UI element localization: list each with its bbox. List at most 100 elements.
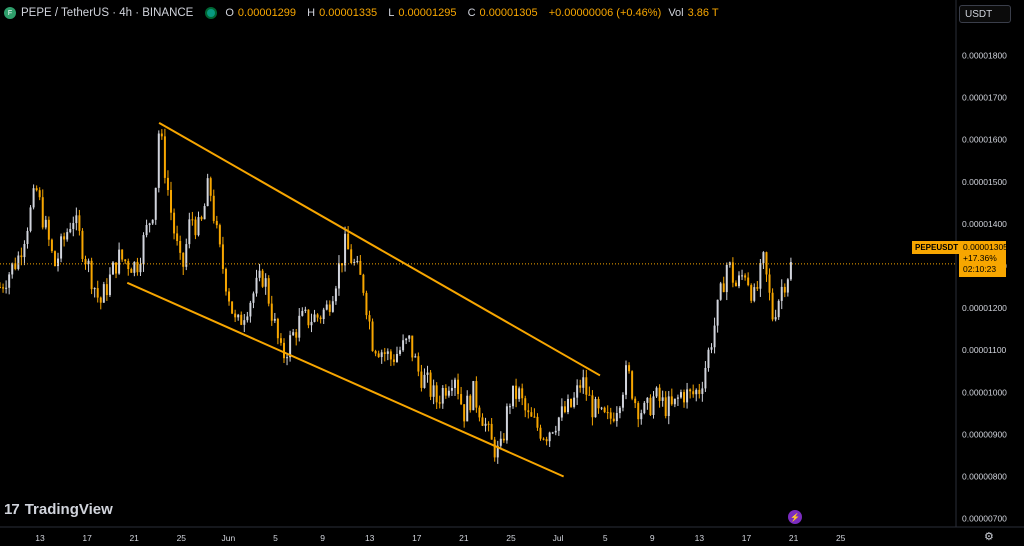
candle-body <box>151 219 154 224</box>
candle-body <box>136 261 139 273</box>
candle-body <box>487 423 490 425</box>
candle-body <box>353 261 356 263</box>
x-tick-label: 25 <box>177 533 187 543</box>
candle-body <box>87 260 90 265</box>
bar-countdown: 02:10:23 <box>963 264 997 274</box>
x-tick-label: 17 <box>742 533 752 543</box>
candle-body <box>576 385 579 398</box>
candle-body <box>182 252 185 267</box>
candle-body <box>640 413 643 420</box>
candle-body <box>454 379 457 388</box>
candle-body <box>631 371 634 399</box>
candle-body <box>380 352 383 358</box>
lower-channel-trendline <box>126 281 565 478</box>
candle-body <box>725 265 728 293</box>
candle-body <box>282 342 285 359</box>
candle-body <box>652 396 655 415</box>
currency-selector[interactable]: USDT <box>959 5 1011 23</box>
candle-body <box>432 385 435 397</box>
candle-body <box>221 244 224 269</box>
candle-body <box>539 427 542 439</box>
market-status-icon[interactable] <box>207 9 216 17</box>
candle-body <box>655 387 658 397</box>
candle-body <box>166 177 169 191</box>
candle-body <box>683 392 686 403</box>
candle-body <box>689 389 692 392</box>
candle-body <box>35 188 38 191</box>
candle-body <box>750 285 753 301</box>
candle-body <box>374 351 377 354</box>
candle-body <box>670 396 673 405</box>
candle-body <box>371 321 374 352</box>
candle-body <box>142 235 145 265</box>
candle-body <box>279 338 282 343</box>
candle-body <box>734 282 737 287</box>
x-tick-label: 21 <box>789 533 799 543</box>
x-tick-label: 21 <box>459 533 469 543</box>
candle-body <box>121 249 124 260</box>
high-value: 0.00001335 <box>319 7 378 19</box>
candle-body <box>170 190 173 213</box>
candle-body <box>713 325 716 348</box>
candle-body <box>490 423 493 440</box>
candle-body <box>399 350 402 354</box>
candle-body <box>228 291 231 302</box>
candle-body <box>350 249 353 263</box>
candle-body <box>237 314 240 318</box>
tradingview-mark-icon: 17 <box>4 501 20 518</box>
candle-body <box>365 292 368 316</box>
candle-body <box>499 438 502 446</box>
x-tick-label: 5 <box>603 533 608 543</box>
candle-body <box>331 301 334 312</box>
high-label: H <box>307 7 316 19</box>
x-tick-label: 25 <box>836 533 846 543</box>
candle-body <box>460 394 463 405</box>
y-tick-label: 0.00001500 <box>962 177 1007 187</box>
pepe-logo-icon: F <box>4 7 16 19</box>
candle-body <box>270 303 273 321</box>
candle-body <box>502 438 505 441</box>
lightning-icon[interactable]: ⚡ <box>788 510 802 524</box>
candle-body <box>701 388 704 394</box>
candle-body <box>450 387 453 391</box>
candle-body <box>75 215 78 224</box>
candle-body <box>628 365 631 372</box>
candle-body <box>163 136 166 178</box>
candle-body <box>17 255 20 269</box>
candle-body <box>212 195 215 221</box>
candle-body <box>573 397 576 407</box>
candle-body <box>115 262 118 274</box>
candle-body <box>606 412 609 414</box>
candle-body <box>756 287 759 289</box>
candle-body <box>637 403 640 420</box>
y-tick-label: 0.00001700 <box>962 93 1007 103</box>
x-tick-label: 21 <box>129 533 139 543</box>
volume-label: Vol <box>668 7 684 19</box>
candle-body <box>133 261 136 273</box>
y-tick-label: 0.00001100 <box>962 345 1007 355</box>
candle-body <box>26 230 29 244</box>
candle-body <box>347 233 350 250</box>
candle-body <box>389 351 392 360</box>
candle-body <box>386 351 389 354</box>
symbol-title[interactable]: PEPE / TetherUS · 4h · BINANCE <box>21 7 194 19</box>
candle-body <box>536 416 539 428</box>
candle-body <box>218 225 221 245</box>
candle-body <box>551 432 554 434</box>
candle-body <box>93 288 96 290</box>
candle-body <box>707 349 710 368</box>
candle-body <box>99 297 102 303</box>
candle-body <box>264 278 267 287</box>
candle-body <box>542 438 545 440</box>
x-tick-label: Jun <box>222 533 236 543</box>
candle-body <box>411 335 414 358</box>
candle-body <box>408 335 411 339</box>
symbol-price-tag: PEPEUSDT <box>912 241 962 254</box>
open-value: 0.00001299 <box>237 7 297 19</box>
chart-header: F PEPE / TetherUS · 4h · BINANCE O 0.0000… <box>0 0 727 26</box>
gear-icon[interactable]: ⚙ <box>984 531 994 543</box>
candle-body <box>267 278 270 304</box>
tradingview-logo[interactable]: 17 TradingView <box>4 501 113 518</box>
